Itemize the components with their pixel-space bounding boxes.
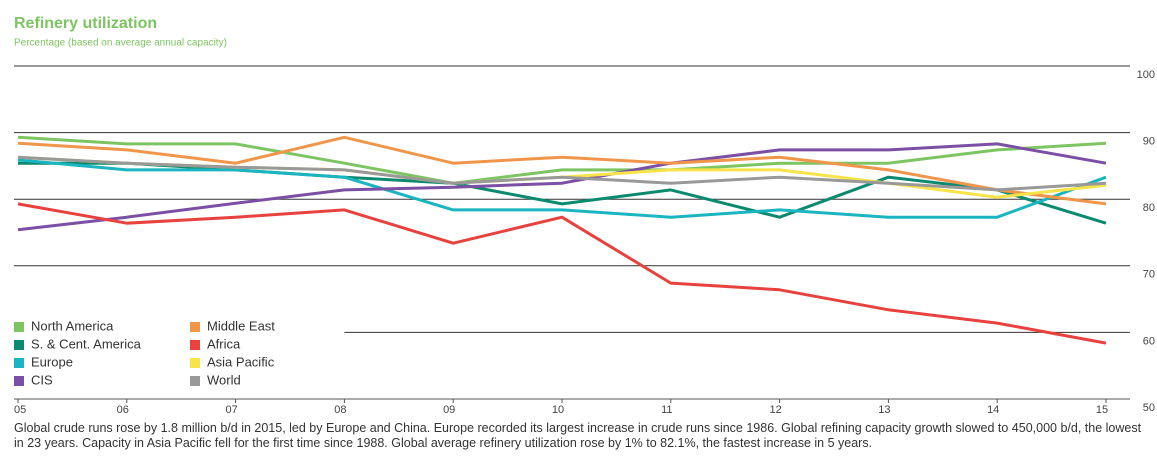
legend-swatch xyxy=(14,358,24,368)
series-line xyxy=(17,155,1107,192)
x-tick-label: 13 xyxy=(878,404,890,416)
chart: Refinery utilization Percentage (based o… xyxy=(14,15,1155,416)
legend-swatch xyxy=(190,340,200,350)
x-tick-label: 12 xyxy=(769,404,781,416)
y-tick-label: 80 xyxy=(1143,202,1155,214)
legend-swatch xyxy=(190,376,200,386)
legend-label: Africa xyxy=(207,336,241,351)
footnote: Global crude runs rose by 1.8 million b/… xyxy=(14,421,1142,450)
series-line xyxy=(17,135,1107,206)
y-tick-label: 100 xyxy=(1137,69,1155,81)
legend-label: Asia Pacific xyxy=(207,354,275,369)
legend-swatch xyxy=(190,358,200,368)
x-tick-label: 11 xyxy=(661,404,672,416)
y-tick-label: 90 xyxy=(1143,136,1155,148)
series-line xyxy=(17,135,1107,185)
legend-label: Europe xyxy=(31,354,73,369)
legend-swatch xyxy=(14,376,24,386)
series-line xyxy=(17,202,1107,345)
legend-swatch xyxy=(190,322,200,332)
x-tick-label: 05 xyxy=(14,404,26,416)
series-line xyxy=(17,158,1107,219)
legend-label: S. & Cent. America xyxy=(31,336,142,351)
legend-label: CIS xyxy=(31,372,53,387)
x-tick-label: 08 xyxy=(334,404,346,416)
series-line xyxy=(18,161,1107,225)
x-tick-label: 15 xyxy=(1096,404,1108,416)
x-tick-label: 10 xyxy=(552,404,564,416)
x-tick-label: 07 xyxy=(225,404,237,416)
x-tick-label: 06 xyxy=(117,404,129,416)
series-line xyxy=(17,142,1107,232)
y-tick-label: 50 xyxy=(1143,402,1155,414)
legend-label: Middle East xyxy=(207,318,275,333)
x-tick-label: 09 xyxy=(443,404,455,416)
y-tick-label: 70 xyxy=(1143,269,1155,281)
legend-swatch xyxy=(14,322,24,332)
y-tick-label: 60 xyxy=(1143,335,1155,347)
legend-label: North America xyxy=(31,318,114,333)
legend-label: World xyxy=(207,372,241,387)
chart-title: Refinery utilization xyxy=(14,15,157,32)
x-tick-label: 14 xyxy=(987,404,999,416)
legend-swatch xyxy=(14,340,24,350)
chart-subtitle: Percentage (based on average annual capa… xyxy=(14,38,227,49)
